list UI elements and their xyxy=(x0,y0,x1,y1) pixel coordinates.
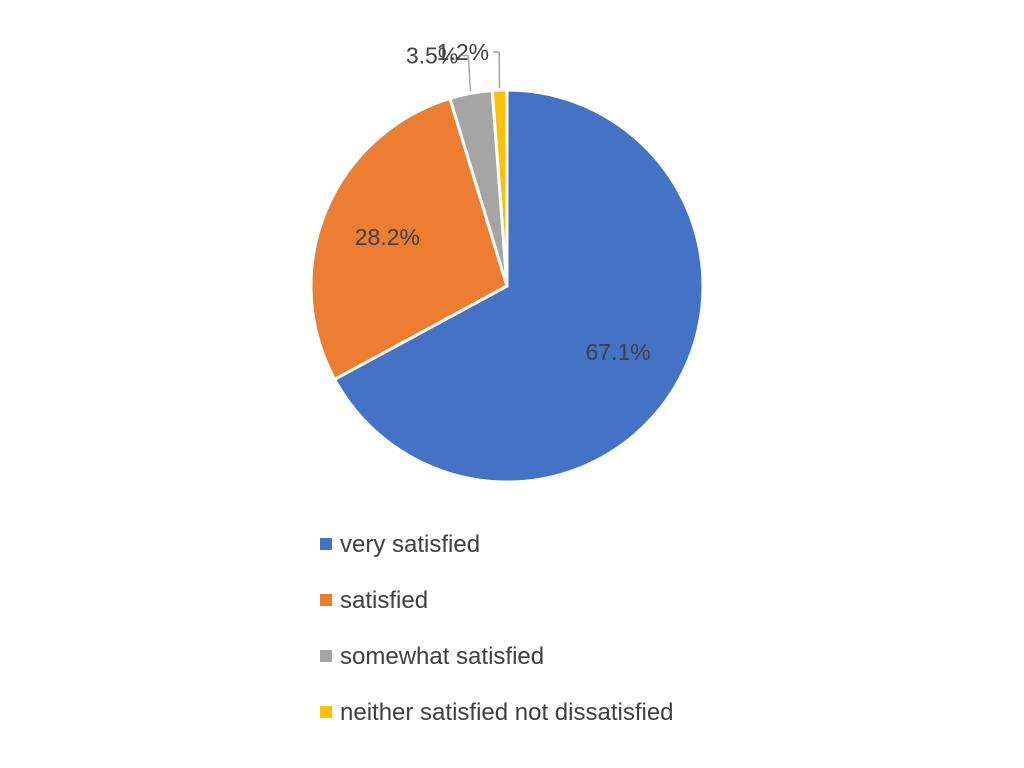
leader-line-somewhat-satisfied xyxy=(462,54,472,92)
pie-slice-satisfied xyxy=(309,96,509,381)
data-label-satisfied: 28.2% xyxy=(355,224,420,250)
legend-label: neither satisfied not dissatisfied xyxy=(340,699,674,726)
legend-swatch xyxy=(320,594,332,606)
pie-slice-very-satisfied xyxy=(333,88,705,484)
legend-item-somewhat-satisfied: somewhat satisfied xyxy=(320,643,544,670)
legend-swatch xyxy=(320,650,332,662)
legend-label: very satisfied xyxy=(340,531,480,558)
pie-slices xyxy=(309,88,705,484)
legend-swatch xyxy=(320,538,332,550)
leader-lines xyxy=(462,51,501,92)
leader-line-neither-satisfied-not-dissatisfied xyxy=(493,51,501,89)
legend-label: somewhat satisfied xyxy=(340,643,544,670)
data-labels: 67.1% 28.2% 3.5%1.2% xyxy=(355,39,651,365)
legend-label: satisfied xyxy=(340,587,428,614)
legend: very satisfied satisfied somewhat satisfie… xyxy=(320,531,674,726)
pie-slice-neither-satisfied-not-dissatisfied xyxy=(490,88,509,288)
data-label-neither-satisfied-not-dissatisfied: 1.2% xyxy=(437,39,489,65)
legend-item-neither-satisfied-not-dissatisfied: neither satisfied not dissatisfied xyxy=(320,699,674,726)
legend-item-satisfied: satisfied xyxy=(320,587,428,614)
legend-swatch xyxy=(320,706,332,718)
data-label-somewhat-satisfied: 3.5% xyxy=(406,43,458,69)
data-label-very-satisfied: 67.1% xyxy=(585,339,650,365)
legend-item-very-satisfied: very satisfied xyxy=(320,531,480,558)
